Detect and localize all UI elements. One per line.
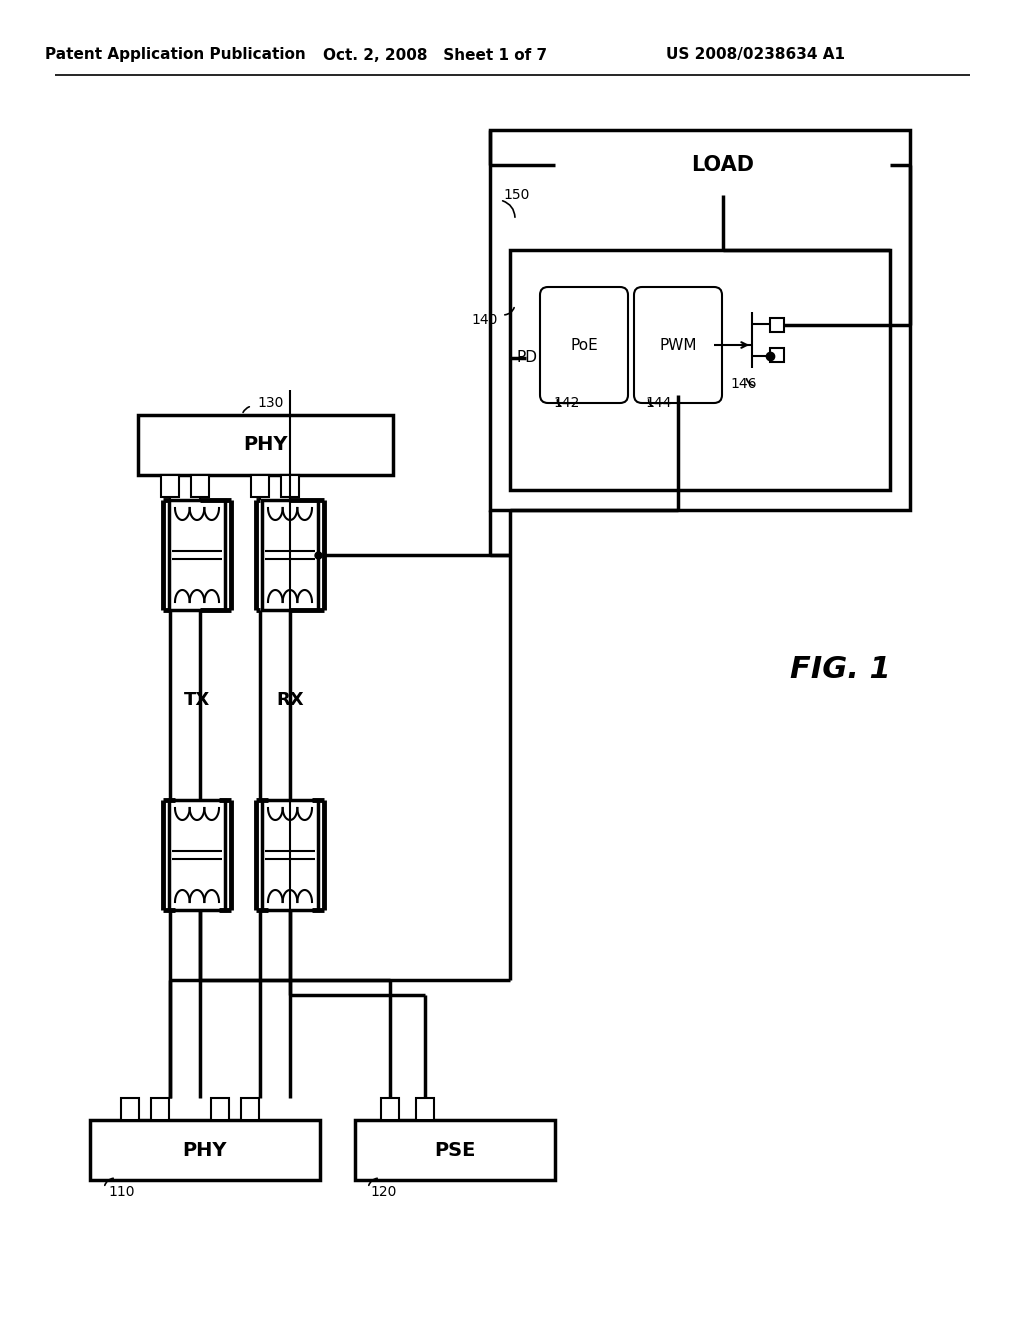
FancyBboxPatch shape: [555, 135, 890, 195]
FancyBboxPatch shape: [381, 1098, 399, 1119]
FancyBboxPatch shape: [121, 1098, 139, 1119]
Text: 144: 144: [645, 396, 672, 411]
FancyBboxPatch shape: [151, 1098, 169, 1119]
FancyBboxPatch shape: [251, 475, 269, 498]
FancyBboxPatch shape: [262, 500, 318, 610]
FancyBboxPatch shape: [161, 475, 179, 498]
FancyBboxPatch shape: [281, 475, 299, 498]
Text: TX: TX: [184, 690, 210, 709]
Text: Oct. 2, 2008   Sheet 1 of 7: Oct. 2, 2008 Sheet 1 of 7: [323, 48, 547, 62]
Text: RX: RX: [276, 690, 304, 709]
Text: 140: 140: [472, 313, 498, 327]
FancyBboxPatch shape: [90, 1119, 319, 1180]
FancyBboxPatch shape: [355, 1119, 555, 1180]
FancyBboxPatch shape: [169, 800, 225, 909]
Text: 142: 142: [553, 396, 580, 411]
FancyBboxPatch shape: [191, 475, 209, 498]
FancyBboxPatch shape: [770, 348, 784, 362]
Text: Patent Application Publication: Patent Application Publication: [45, 48, 305, 62]
Text: PHY: PHY: [182, 1140, 227, 1159]
Text: PD: PD: [516, 351, 538, 366]
FancyBboxPatch shape: [510, 249, 890, 490]
FancyBboxPatch shape: [416, 1098, 434, 1119]
FancyBboxPatch shape: [770, 318, 784, 333]
Text: 110: 110: [108, 1185, 134, 1199]
Text: FIG. 1: FIG. 1: [790, 656, 891, 685]
FancyBboxPatch shape: [634, 286, 722, 403]
Text: LOAD: LOAD: [691, 154, 754, 176]
FancyBboxPatch shape: [540, 286, 628, 403]
FancyBboxPatch shape: [490, 129, 910, 510]
Text: PWM: PWM: [659, 338, 696, 352]
Text: PSE: PSE: [434, 1140, 476, 1159]
Text: US 2008/0238634 A1: US 2008/0238634 A1: [666, 48, 845, 62]
Text: PoE: PoE: [570, 338, 598, 352]
Text: 150: 150: [503, 187, 529, 202]
Text: 146: 146: [730, 378, 757, 391]
FancyBboxPatch shape: [169, 500, 225, 610]
Text: 120: 120: [370, 1185, 396, 1199]
FancyBboxPatch shape: [262, 800, 318, 909]
Text: PHY: PHY: [244, 436, 288, 454]
FancyBboxPatch shape: [241, 1098, 259, 1119]
Text: 130: 130: [257, 396, 284, 411]
FancyBboxPatch shape: [211, 1098, 229, 1119]
FancyBboxPatch shape: [138, 414, 393, 475]
